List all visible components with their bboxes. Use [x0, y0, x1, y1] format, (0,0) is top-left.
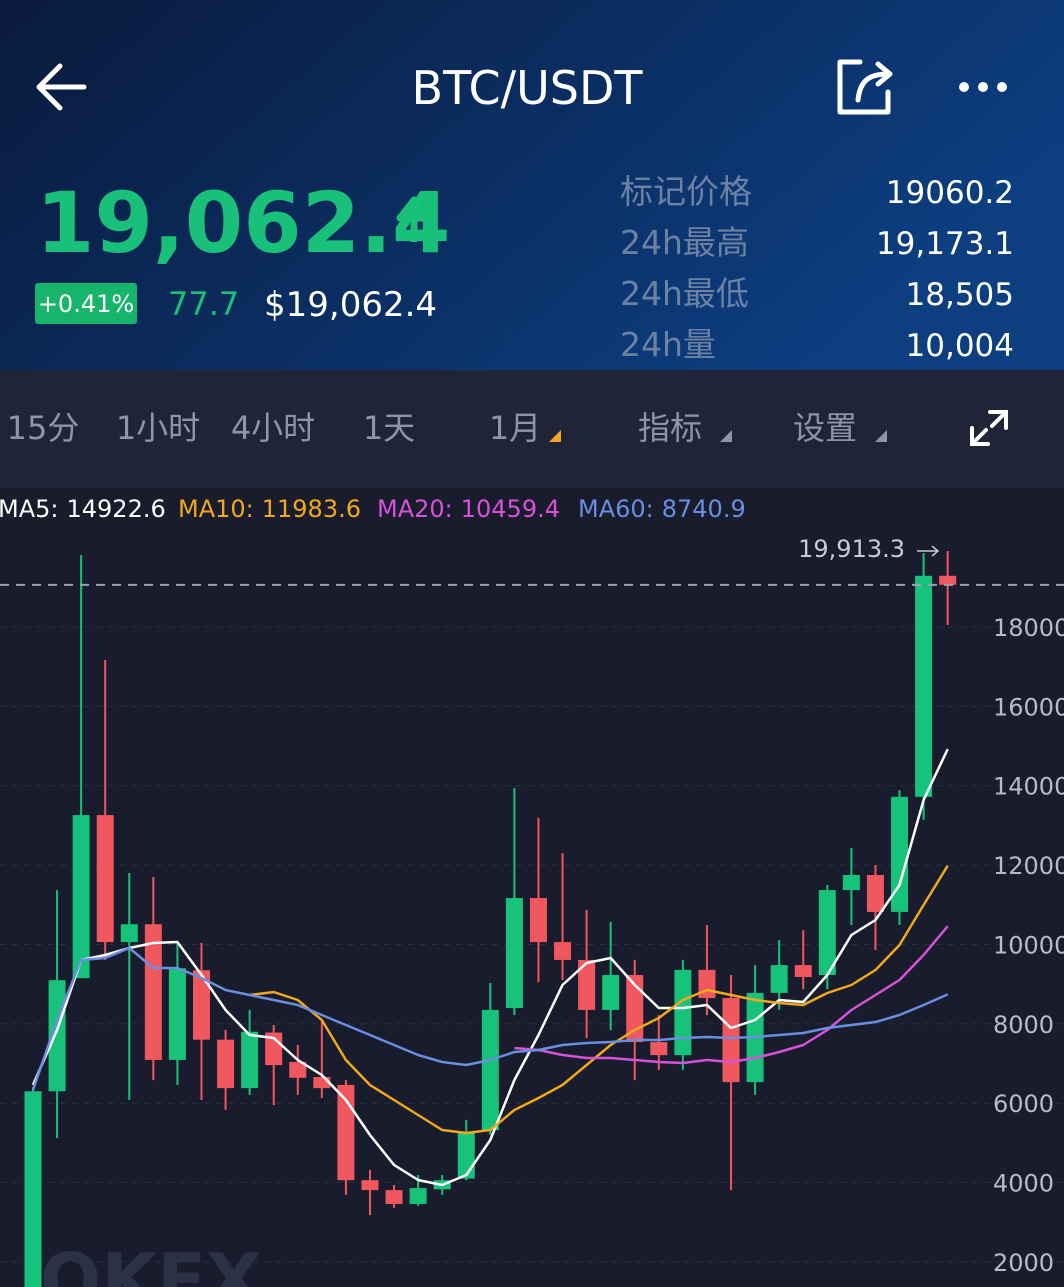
candle-body	[96, 815, 114, 943]
candle-body	[505, 898, 523, 1008]
candle-body	[385, 1190, 403, 1204]
candle-body	[650, 1042, 668, 1056]
stat-value: 19060.2	[886, 175, 1014, 211]
candle-body	[626, 975, 644, 1043]
chart-bg	[0, 488, 1064, 1287]
more-button[interactable]	[959, 82, 1007, 92]
usd-price: $19,062.4	[264, 285, 437, 325]
dropdown-caret	[875, 430, 887, 442]
candle-body	[602, 975, 620, 1010]
stat-label: 24h量	[620, 325, 716, 364]
y-tick-label: 14000	[993, 773, 1064, 801]
watermark: OKEX	[40, 1238, 262, 1287]
ma-legend: MA5: 14922.6	[0, 495, 166, 523]
timeframe-tab[interactable]: 指标	[638, 409, 702, 447]
candle-body	[866, 875, 884, 912]
y-tick-label: 16000	[993, 693, 1064, 721]
candle-body	[554, 942, 572, 960]
stat-value: 19,173.1	[876, 226, 1014, 262]
timeframe-tab[interactable]: 15分	[7, 409, 80, 447]
timeframe-tab[interactable]: 1小时	[116, 409, 200, 447]
stat-value: 10,004	[906, 328, 1014, 364]
stat-label: 24h最低	[620, 274, 749, 313]
y-tick-label: 6000	[993, 1090, 1054, 1118]
timeframe-tab[interactable]: 4小时	[231, 409, 315, 447]
candle-body	[891, 796, 909, 912]
chart: 2000 4000 6000 8000 10000 12000 14000 16000 1800…	[0, 495, 1064, 1287]
ma-name: MA20:	[377, 495, 453, 523]
candle-body	[409, 1188, 427, 1204]
y-tick-label: 12000	[993, 852, 1064, 880]
y-tick-label: 2000	[993, 1249, 1054, 1277]
change-percent: +0.41%	[38, 290, 134, 318]
ma-line	[31, 748, 949, 1187]
candle-body	[915, 575, 933, 797]
share-button[interactable]	[837, 59, 893, 115]
y-tick-label: 18000	[993, 614, 1064, 642]
candle-body	[24, 1091, 42, 1287]
ma-value: 11983.6	[262, 495, 361, 523]
fullscreen-button[interactable]	[970, 410, 1008, 446]
stats: 标记价格 19060.2 24h最高 19,173.1 24h最低 18,505 24h量 1…	[620, 172, 1014, 364]
candle-body	[481, 1009, 499, 1131]
candle-body	[241, 1031, 259, 1089]
candle-body	[192, 970, 210, 1040]
ma-name: MA60:	[578, 495, 654, 523]
candle-body	[457, 1132, 475, 1179]
ma-value: 10459.4	[461, 495, 560, 523]
timeframe-tab[interactable]: 1天	[363, 409, 415, 447]
candle-body	[674, 969, 692, 1056]
candle-body	[770, 965, 788, 993]
candle-body	[818, 890, 836, 976]
candle-body	[722, 998, 740, 1083]
ma-legend: MA20: 10459.4	[377, 495, 560, 523]
stat-value: 18,505	[906, 277, 1014, 313]
y-tick-label: 8000	[993, 1011, 1054, 1039]
candle-body	[72, 815, 90, 979]
candle-body	[289, 1061, 307, 1078]
dropdown-caret	[720, 430, 732, 442]
candle-body	[217, 1039, 235, 1089]
ma-legend: MA60: 8740.9	[578, 495, 746, 523]
candle-body	[313, 1076, 331, 1089]
pair-title: BTC/USDT	[412, 61, 644, 115]
stat-label: 标记价格	[620, 172, 752, 211]
y-tick-label: 4000	[993, 1170, 1054, 1198]
last-price: 19,062.4	[36, 174, 451, 272]
candle-body	[144, 924, 162, 1060]
y-tick-label: 10000	[993, 931, 1064, 959]
ma-line	[249, 865, 949, 1135]
timeframe-tab[interactable]: 设置	[793, 409, 857, 447]
back-button[interactable]	[36, 63, 87, 111]
dropdown-caret	[549, 430, 561, 442]
ma-line	[514, 925, 949, 1065]
tab-bar-bg	[0, 370, 1064, 488]
ma-name: MA5:	[0, 495, 58, 523]
max-high-label: 19,913.3	[798, 535, 905, 563]
ma-line	[31, 946, 949, 1091]
candle-body	[168, 968, 186, 1060]
ma-value: 14922.6	[66, 495, 165, 523]
max-high-arrow	[917, 545, 940, 557]
change-amount: 77.7	[168, 285, 239, 323]
ma-name: MA10:	[178, 495, 254, 523]
change-badge	[35, 283, 137, 324]
ma-value: 8740.9	[662, 495, 746, 523]
ma-legend: MA10: 11983.6	[178, 495, 361, 523]
stat-label: 24h最高	[620, 223, 749, 262]
candle-body	[361, 1180, 379, 1191]
candle-body	[337, 1084, 355, 1181]
timeframe-tabs: 15分 1小时 4小时 1天 1月 指标 设置	[7, 409, 887, 447]
header-bg	[0, 0, 1064, 370]
candle-body	[794, 965, 812, 977]
candle-body	[578, 959, 596, 1010]
candle-body	[529, 898, 547, 943]
up-arrow	[396, 196, 432, 242]
timeframe-tab[interactable]: 1月	[489, 409, 541, 447]
candle-body	[842, 875, 860, 891]
candle-body	[939, 575, 957, 585]
candle-body	[120, 924, 138, 943]
